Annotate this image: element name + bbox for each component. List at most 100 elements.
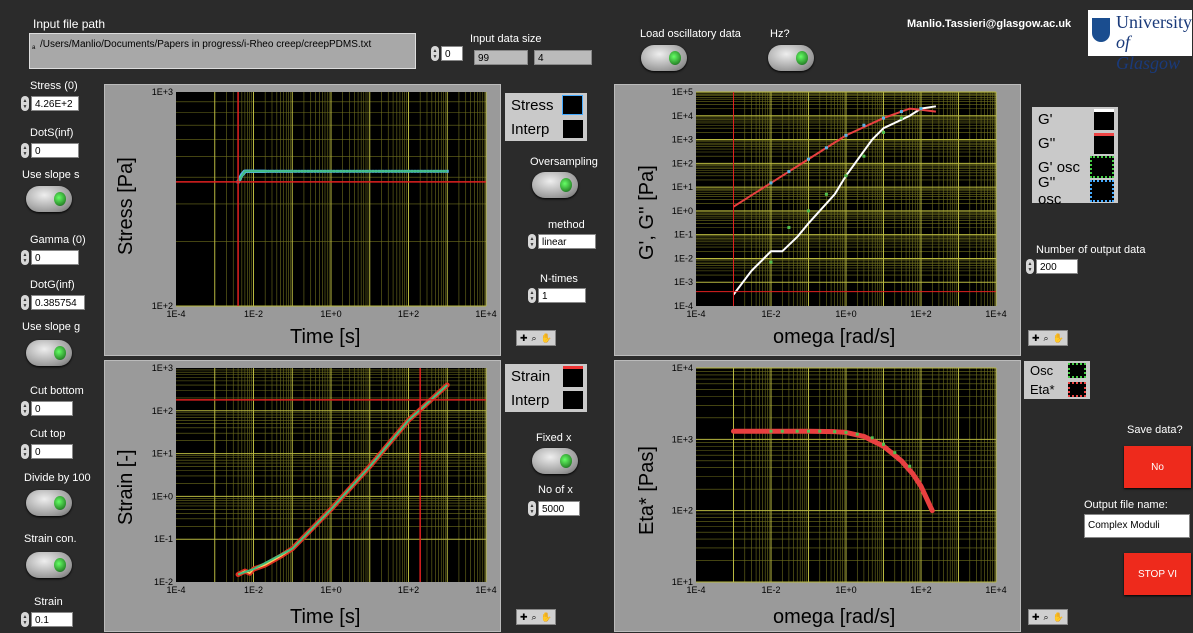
hand-icon[interactable]: ✋ [540,332,552,343]
legend-swatch-gpp-osc[interactable] [1090,180,1114,202]
moduli-chart[interactable]: 1E-4 1E-2 1E+0 1E+2 1E+4 1E+5 1E+4 1E+3 1E+2 1E+1… [614,84,1019,354]
data-point [807,209,810,213]
strain-con-toggle[interactable] [26,552,72,578]
crosshair-icon[interactable]: ✚ [520,611,528,622]
cut-top-field[interactable]: 0 [31,444,73,459]
method-field[interactable]: linear [538,234,596,249]
cut-bottom-field[interactable]: 0 [31,401,73,416]
legend-swatch-strain-interp[interactable] [563,391,583,409]
legend-swatch-stress[interactable] [561,95,583,115]
logo-text-1: University [1116,12,1192,32]
data-point [825,430,829,434]
hz-toggle[interactable] [768,45,814,71]
crosshair-icon[interactable]: ✚ [1032,332,1040,343]
dotg-field[interactable]: 0.385754 [31,295,85,310]
series-line [732,105,937,296]
legend-swatch-interp[interactable] [563,120,583,138]
stress-graph-toolbar[interactable]: ✚ ⌕ ✋ [516,330,556,346]
data-point [809,429,813,433]
led-icon [560,454,572,468]
spin-arrows-icon[interactable]: ▲ ▼ [528,234,536,249]
spin-arrows-icon[interactable]: ▲ ▼ [21,444,29,459]
zoom-icon[interactable]: ⌕ [1043,611,1049,622]
output-name-field[interactable]: Complex Moduli [1084,514,1190,538]
spin-arrows-icon[interactable]: ▲ ▼ [21,250,29,265]
crosshair-icon[interactable]: ✚ [1032,611,1040,622]
input-index-control[interactable]: ▲ ▼ 0 [431,46,463,61]
input-index-field[interactable]: 0 [441,46,463,61]
legend-swatch-osc[interactable] [1068,363,1086,378]
moduli-xlabel: omega [rad/s] [773,326,896,348]
eta-graph-toolbar[interactable]: ✚ ⌕ ✋ [1028,609,1068,625]
zoom-icon[interactable]: ⌕ [1043,332,1049,343]
spin-arrows-icon[interactable]: ▲ ▼ [528,501,536,516]
stop-vi-button[interactable]: STOP VI [1124,553,1191,595]
strain-field[interactable]: 0.1 [31,612,73,627]
input-path-field[interactable]: ᵃ /Users/Manlio/Documents/Papers in prog… [29,33,416,69]
gamma0-field[interactable]: 0 [31,250,79,265]
x-tick-label: 1E+0 [320,309,341,319]
legend-swatch-gpp[interactable] [1094,132,1114,154]
y-tick-label: 1E+0 [672,206,693,216]
divide-toggle[interactable] [26,490,72,516]
legend-swatch-strain[interactable] [563,365,583,387]
hand-icon[interactable]: ✋ [1052,332,1064,343]
legend-swatch-eta[interactable] [1068,382,1086,397]
load-osc-toggle[interactable] [641,45,687,71]
spin-arrows-icon[interactable]: ▲ ▼ [21,612,29,627]
y-tick-label: 1E+4 [672,363,693,373]
x-tick-label: 1E-2 [244,309,263,319]
eta-chart[interactable]: 1E-4 1E-2 1E+0 1E+2 1E+4 1E+4 1E+3 1E+2 1E+1 [614,360,1019,630]
use-slope-g-toggle[interactable] [26,340,72,366]
spin-arrows-icon[interactable]: ▲ ▼ [21,295,29,310]
spin-arrows-icon[interactable]: ▲ ▼ [528,288,536,303]
led-icon [54,346,66,360]
moduli-graph-toolbar[interactable]: ✚ ⌕ ✋ [1028,330,1068,346]
x-tick-label: 1E-4 [166,309,185,319]
data-point [814,429,818,433]
stress0-field[interactable]: 4.26E+2 [31,96,79,111]
data-point [820,429,824,433]
data-point [762,429,765,433]
x-tick-label: 1E+2 [398,309,419,319]
legend-swatch-gp-osc[interactable] [1090,156,1114,178]
strain-graph-toolbar[interactable]: ✚ ⌕ ✋ [516,609,556,625]
data-point [898,457,902,461]
spin-arrows-icon[interactable]: ▲ ▼ [21,401,29,416]
legend-swatch-gp[interactable] [1094,108,1114,130]
y-tick-label: 1E+2 [672,506,693,516]
fixedx-toggle[interactable] [532,448,578,474]
data-point [750,429,754,433]
ntimes-label: N-times [540,273,578,285]
y-tick-label: 1E+3 [152,87,173,97]
data-point [883,446,887,450]
stress-chart[interactable]: 1E-4 1E-2 1E+0 1E+2 1E+4 1E+3 1E+2 [104,84,499,354]
oversampling-toggle[interactable] [532,172,578,198]
use-slope-s-label: Use slope s [22,169,80,181]
x-tick-label: 1E+2 [910,309,931,319]
use-slope-s-toggle[interactable] [26,186,72,212]
data-point [870,436,874,440]
spin-arrows-icon[interactable]: ▲ ▼ [21,143,29,158]
data-point [858,434,862,438]
spin-arrows-icon[interactable]: ▲ ▼ [431,46,439,61]
ntimes-field[interactable]: 1 [538,288,586,303]
zoom-icon[interactable]: ⌕ [531,611,537,622]
spin-arrows-icon[interactable]: ▲ ▼ [21,96,29,111]
num-output-field[interactable]: 200 [1036,259,1078,274]
zoom-icon[interactable]: ⌕ [531,332,537,343]
data-point [919,484,923,488]
crosshair-icon[interactable]: ✚ [520,332,528,343]
noofx-field[interactable]: 5000 [538,501,580,516]
hand-icon[interactable]: ✋ [1052,611,1064,622]
hand-icon[interactable]: ✋ [540,611,552,622]
x-tick-label: 1E-4 [686,585,705,595]
spin-arrows-icon[interactable]: ▲ ▼ [1026,259,1034,274]
strain-chart[interactable]: 1E-4 1E-2 1E+0 1E+2 1E+41E+31E+21E+11E+01E-1… [104,360,499,630]
data-point [812,429,816,433]
y-tick-label: 1E+5 [672,87,693,97]
save-no-button[interactable]: No [1124,446,1191,488]
dots-field[interactable]: 0 [31,143,79,158]
data-point [788,429,792,433]
data-point [894,454,898,458]
